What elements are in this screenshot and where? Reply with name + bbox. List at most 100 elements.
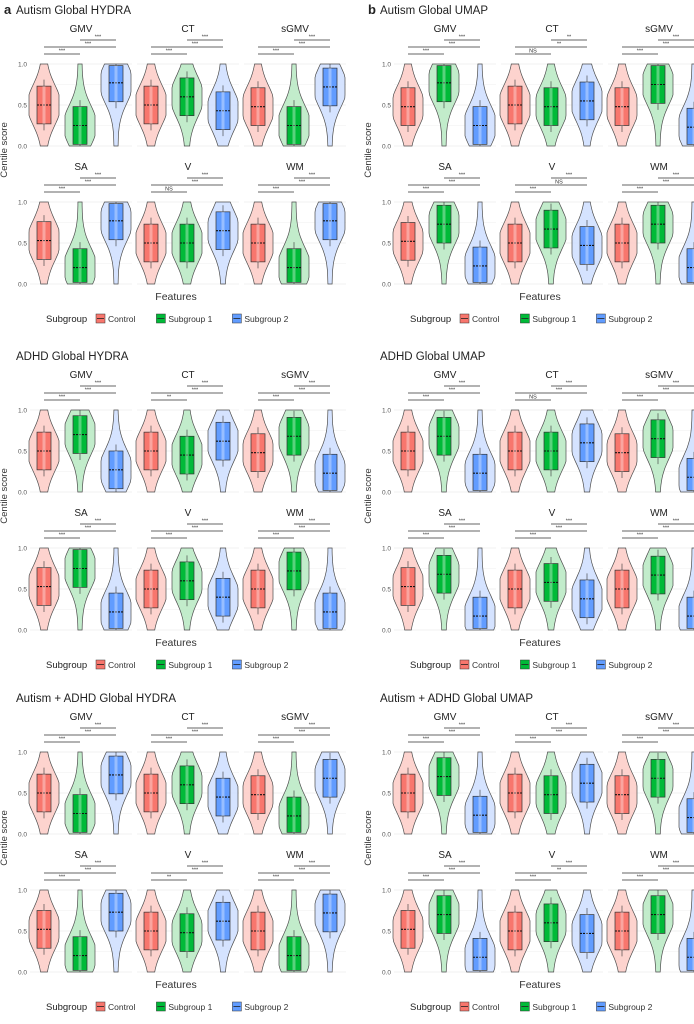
significance-label: *** bbox=[59, 737, 66, 743]
legend: Subgroup Control Subgroup 1 Subgroup 2 bbox=[46, 1001, 289, 1013]
y-tick-label: 0.0 bbox=[18, 144, 27, 151]
facet: SA0.00.51.0********* bbox=[18, 508, 132, 635]
panel-letter-a: a bbox=[4, 2, 12, 17]
significance-label: *** bbox=[192, 868, 199, 874]
legend-item-label: Subgroup 1 bbox=[168, 660, 212, 670]
significance-label: *** bbox=[566, 381, 573, 387]
facet: CT********* bbox=[499, 712, 603, 835]
legend-item-label: Control bbox=[472, 660, 500, 670]
box-highlight bbox=[78, 106, 82, 145]
box-highlight bbox=[292, 106, 296, 145]
significance-label: *** bbox=[309, 35, 316, 41]
box-highlight bbox=[656, 759, 660, 798]
significance-label: *** bbox=[637, 395, 644, 401]
significance-label: *** bbox=[566, 173, 573, 179]
box-highlight bbox=[692, 798, 694, 833]
facet: sGMV********* bbox=[242, 712, 346, 835]
box-highlight bbox=[328, 593, 332, 629]
y-tick-label: 1.0 bbox=[18, 888, 27, 895]
facet-label: GMV bbox=[434, 370, 457, 381]
significance-label: *** bbox=[566, 519, 573, 525]
box-highlight bbox=[78, 415, 82, 454]
significance-label: *** bbox=[423, 49, 430, 55]
facet-label: V bbox=[185, 162, 192, 173]
box-highlight bbox=[585, 82, 589, 120]
significance-label: *** bbox=[423, 187, 430, 193]
significance-label: *** bbox=[449, 42, 456, 48]
box-highlight bbox=[549, 210, 553, 248]
box-highlight bbox=[406, 774, 410, 812]
box-highlight bbox=[406, 567, 410, 606]
box-highlight bbox=[442, 757, 446, 796]
y-tick-label: 0.0 bbox=[382, 970, 391, 977]
y-tick-label: 0.0 bbox=[18, 628, 27, 635]
legend-title: Subgroup bbox=[410, 1002, 451, 1013]
significance-label: *** bbox=[202, 35, 209, 41]
legend-item-label: Control bbox=[472, 1002, 500, 1012]
significance-label: *** bbox=[192, 42, 199, 48]
significance-label: *** bbox=[556, 388, 563, 394]
box-highlight bbox=[656, 419, 660, 458]
facet-label: CT bbox=[181, 370, 194, 381]
y-tick-label: 0.5 bbox=[382, 791, 391, 798]
significance-label: *** bbox=[59, 49, 66, 55]
facet: WM********* bbox=[242, 508, 346, 631]
y-tick-label: 1.0 bbox=[18, 408, 27, 415]
significance-label: *** bbox=[637, 49, 644, 55]
box-highlight bbox=[185, 561, 189, 600]
box-highlight bbox=[549, 775, 553, 814]
facet-label: SA bbox=[74, 508, 88, 519]
legend: Subgroup Control Subgroup 1 Subgroup 2 bbox=[410, 659, 653, 671]
significance-label: *** bbox=[59, 533, 66, 539]
box-highlight bbox=[620, 224, 624, 262]
significance-label: *** bbox=[95, 35, 102, 41]
box-highlight bbox=[256, 912, 260, 950]
significance-label: *** bbox=[423, 875, 430, 881]
significance-label: *** bbox=[273, 187, 280, 193]
significance-label: *** bbox=[673, 35, 680, 41]
facet-label: sGMV bbox=[281, 370, 309, 381]
box-highlight bbox=[442, 417, 446, 456]
significance-label: ** bbox=[557, 42, 562, 48]
legend-title: Subgroup bbox=[46, 1002, 87, 1013]
legend-item-label: Subgroup 2 bbox=[608, 660, 652, 670]
facet: V******** bbox=[499, 850, 603, 973]
significance-label: *** bbox=[202, 723, 209, 729]
chart-title: ADHD Global UMAP bbox=[380, 351, 486, 363]
legend-item-label: Control bbox=[108, 660, 136, 670]
facet: WM********* bbox=[606, 162, 694, 285]
facet-label: WM bbox=[650, 508, 668, 519]
significance-label: *** bbox=[673, 723, 680, 729]
y-axis-label: Centile score bbox=[0, 122, 10, 177]
y-tick-label: 0.0 bbox=[18, 282, 27, 289]
facet-label: CT bbox=[181, 24, 194, 35]
y-tick-label: 0.0 bbox=[18, 970, 27, 977]
facet-label: SA bbox=[438, 508, 452, 519]
box-highlight bbox=[478, 247, 482, 283]
box-highlight bbox=[478, 938, 482, 971]
facet-label: V bbox=[549, 508, 556, 519]
box-highlight bbox=[114, 893, 118, 931]
significance-label: *** bbox=[85, 180, 92, 186]
y-tick-label: 1.0 bbox=[18, 546, 27, 553]
box-highlight bbox=[292, 936, 296, 971]
significance-label: *** bbox=[449, 526, 456, 532]
y-tick-label: 0.5 bbox=[382, 103, 391, 110]
significance-label: *** bbox=[459, 35, 466, 41]
significance-label: *** bbox=[673, 519, 680, 525]
box-highlight bbox=[328, 203, 332, 240]
box-highlight bbox=[549, 563, 553, 602]
significance-label: *** bbox=[423, 737, 430, 743]
box-highlight bbox=[42, 774, 46, 812]
legend-item-label: Subgroup 2 bbox=[244, 314, 288, 324]
x-axis-label: Features bbox=[155, 979, 196, 991]
y-tick-label: 1.0 bbox=[382, 200, 391, 207]
box-highlight bbox=[221, 422, 225, 461]
significance-label: *** bbox=[95, 173, 102, 179]
box-highlight bbox=[585, 579, 589, 618]
box-highlight bbox=[221, 578, 225, 617]
box-highlight bbox=[221, 91, 225, 130]
box-highlight bbox=[221, 211, 225, 250]
significance-label: *** bbox=[202, 861, 209, 867]
